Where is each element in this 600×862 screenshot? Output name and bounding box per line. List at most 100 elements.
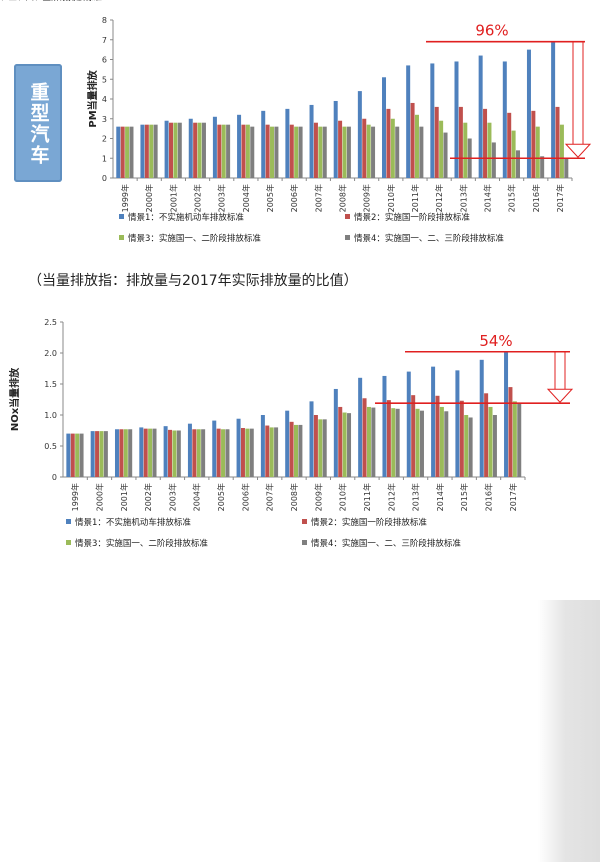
nox-bar — [439, 406, 444, 477]
pm-legend-label: 情景1：不实施机动车排放标准 — [128, 212, 244, 223]
pm-bar — [454, 61, 459, 178]
nox-bar — [338, 406, 343, 477]
pm-bar — [116, 126, 121, 178]
nox-bar — [119, 429, 124, 477]
nox-bar — [201, 429, 206, 477]
pm-bar — [265, 124, 270, 178]
pm-y-tick-label: 2 — [102, 135, 107, 144]
vehicle-type-label: 重型汽车 — [27, 82, 50, 166]
nox-bar — [504, 351, 509, 477]
nox-bar — [269, 427, 274, 477]
nox-x-tick-label: 2013年 — [411, 483, 421, 511]
nox-x-tick-label: 2000年 — [94, 483, 104, 511]
pm-bar — [237, 114, 242, 178]
pm-bar — [313, 122, 318, 178]
nox-bar — [260, 415, 265, 477]
nox-bar — [236, 418, 241, 477]
nox-x-tick-label: 2008年 — [289, 483, 299, 511]
nox-x-tick-label: 2017年 — [508, 483, 518, 511]
nox-y-tick-label: 2.0 — [44, 349, 57, 358]
pm-bar — [419, 126, 424, 178]
pm-bar — [362, 118, 367, 178]
nox-bar — [163, 426, 168, 477]
pm-x-tick-label: 2010年 — [386, 184, 396, 212]
nox-bar — [347, 413, 352, 477]
pm-x-tick-label: 2008年 — [338, 184, 348, 212]
pm-bar — [270, 126, 275, 178]
nox-x-tick-label: 2010年 — [338, 483, 348, 511]
nox-bar — [415, 408, 420, 477]
nox-bar — [225, 429, 230, 477]
pm-bar — [382, 77, 387, 178]
pm-bar — [144, 124, 149, 178]
pm-x-tick-label: 2014年 — [482, 184, 492, 212]
pm-bar — [526, 49, 531, 178]
pm-x-tick-label: 2004年 — [241, 184, 251, 212]
pm-legend-swatch — [119, 235, 124, 240]
pm-bar — [177, 122, 182, 178]
nox-bar — [512, 401, 517, 477]
pm-bar — [125, 126, 130, 178]
pm-y-tick-label: 7 — [102, 36, 107, 45]
pm-bar — [245, 124, 250, 178]
nox-bar — [114, 429, 119, 477]
nox-bar — [274, 427, 279, 477]
nox-bar — [342, 412, 347, 477]
nox-legend-swatch — [66, 540, 71, 545]
pm-y-tick-label: 4 — [102, 95, 107, 104]
pm-x-tick-label: 2007年 — [313, 184, 323, 212]
nox-reduction-arrow-head — [546, 388, 574, 403]
pm-bar — [531, 110, 536, 178]
nox-x-tick-label: 2006年 — [240, 483, 250, 511]
pm-bar — [241, 124, 246, 178]
nox-bar — [455, 370, 460, 477]
nox-legend-label: 情景4：实施国一、二、三阶段排放标准 — [311, 538, 461, 549]
pm-bar — [149, 124, 154, 178]
nox-bar — [123, 429, 128, 477]
nox-bar — [103, 431, 108, 477]
pm-bar — [478, 55, 483, 178]
pm-legend-swatch — [119, 214, 124, 219]
pm-bar — [458, 106, 463, 178]
nox-y-axis-label: NOx当量排放 — [8, 367, 21, 431]
pm-x-tick-label: 2016年 — [531, 184, 541, 212]
pm-y-tick-label: 6 — [102, 56, 107, 65]
nox-bar — [406, 371, 411, 477]
pm-emission-chart: 0 1 2 3 4 5 6 7 8 PM当量排放 1999年 2000年 2001年 2002年 2003年… — [0, 0, 592, 244]
nox-bar — [517, 403, 522, 477]
nox-bar — [298, 424, 303, 477]
nox-bar — [464, 415, 469, 477]
nox-bar — [431, 366, 436, 477]
pm-bar — [274, 126, 279, 178]
pm-legend-continuation: 、三、四、五阶段排放标准 — [0, 0, 103, 3]
pm-legend-swatch — [345, 235, 350, 240]
pm-bar — [390, 118, 395, 178]
nox-bar — [318, 419, 323, 477]
pm-bar — [410, 102, 415, 178]
pm-bar — [559, 124, 564, 178]
pm-bar — [129, 126, 134, 178]
pm-bar — [357, 91, 362, 178]
vehicle-type-badge: 重型汽车 — [14, 64, 62, 182]
pm-bar — [502, 61, 507, 178]
pm-x-tick-label: 2009年 — [362, 184, 372, 212]
pm-bar — [555, 106, 560, 178]
nox-bar — [391, 408, 396, 477]
nox-bar — [492, 415, 497, 477]
pm-legend-label: 情景2：实施国一阶段排放标准 — [354, 212, 470, 223]
pm-reduction-arrow-head — [564, 143, 592, 158]
nox-bar — [294, 424, 298, 477]
pm-bar — [414, 114, 419, 178]
nox-bar — [139, 427, 144, 477]
nox-bar — [66, 433, 71, 477]
pm-y-axis-label: PM当量排放 — [86, 69, 99, 127]
pm-bar — [168, 122, 173, 178]
nox-legend-swatch — [302, 540, 307, 545]
pm-bar — [140, 124, 145, 178]
pm-bar — [318, 126, 323, 178]
nox-x-tick-label: 2012年 — [386, 483, 396, 511]
nox-bar — [187, 423, 192, 477]
nox-bar — [435, 395, 440, 477]
nox-bar — [245, 428, 250, 477]
pm-bar — [201, 122, 206, 178]
